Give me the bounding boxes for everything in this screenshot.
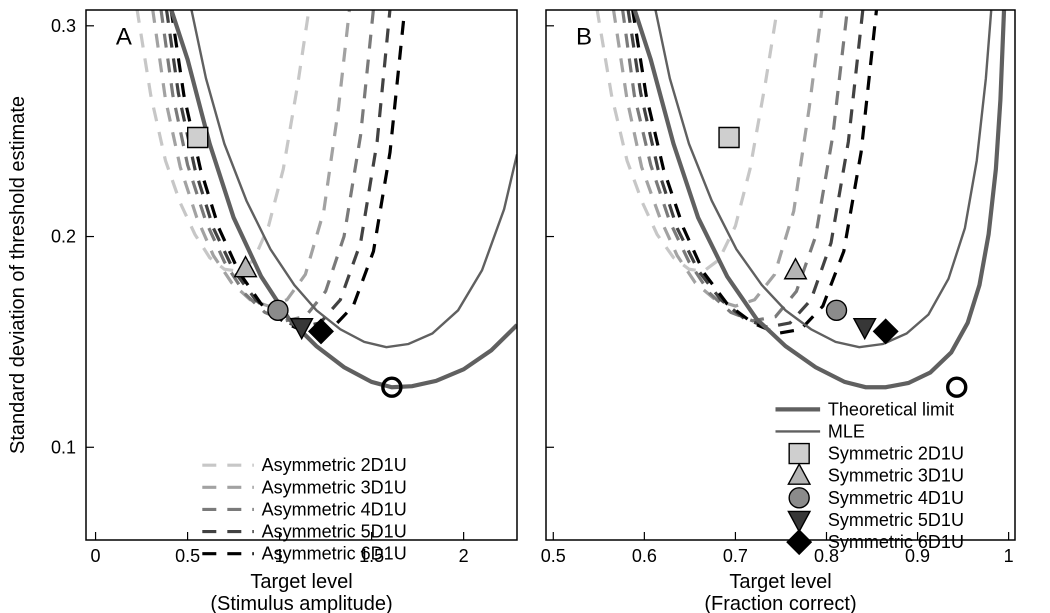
legend-b-label: Symmetric 6D1U — [828, 532, 964, 552]
panel-label: B — [576, 23, 592, 50]
legend-b-label: Theoretical limit — [828, 399, 954, 419]
ytick-label: 0.2 — [51, 227, 76, 247]
ytick-label: 0.1 — [51, 437, 76, 457]
panel-label: A — [116, 23, 132, 50]
xtick-label: 2 — [459, 546, 469, 566]
markers-group — [188, 127, 401, 396]
xtick-label: 1 — [1004, 546, 1014, 566]
legend-a-label: Asymmetric 5D1U — [262, 522, 407, 542]
line-mle — [191, 9, 517, 347]
line-asym_6 — [171, 9, 405, 334]
ylabel: Standard deviation of threshold estimate — [7, 96, 29, 454]
series-group — [597, 9, 1004, 387]
line-mle — [655, 9, 991, 347]
line-theoretical — [634, 9, 1004, 387]
xlabel-line2: (Fraction correct) — [704, 593, 856, 613]
xtick-label: 0.7 — [723, 546, 748, 566]
xtick-label: 0.5 — [175, 546, 200, 566]
legend-b-label: Symmetric 4D1U — [828, 488, 964, 508]
legend-b-label: MLE — [828, 421, 865, 441]
xtick-label: 0 — [91, 546, 101, 566]
xlabel-line2: (Stimulus amplitude) — [210, 593, 392, 613]
legend-b-label: Symmetric 5D1U — [828, 510, 964, 530]
line-asym_6 — [633, 9, 877, 334]
chart-svg: Standard deviation of threshold estimate… — [0, 0, 1050, 613]
legend-a-label: Asymmetric 3D1U — [262, 477, 407, 497]
ytick-label: 0.3 — [51, 16, 76, 36]
xlabel-line1: Target level — [250, 571, 352, 593]
xlabel-line1: Target level — [729, 571, 831, 593]
legend-b-label: Symmetric 3D1U — [828, 466, 964, 486]
xtick-label: 0.5 — [541, 546, 566, 566]
legend-a-label: Asymmetric 2D1U — [262, 455, 407, 475]
legend-b-label: Symmetric 2D1U — [828, 444, 964, 464]
figure: Standard deviation of threshold estimate… — [0, 0, 1050, 613]
xtick-label: 0.6 — [632, 546, 657, 566]
legend-a-label: Asymmetric 4D1U — [262, 499, 407, 519]
legend-a-label: Asymmetric 6D1U — [262, 544, 407, 564]
